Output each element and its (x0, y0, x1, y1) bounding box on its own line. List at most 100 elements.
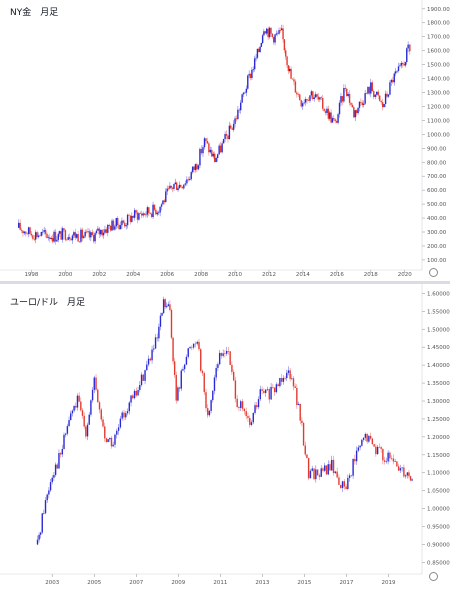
candle-body (377, 447, 378, 454)
candle-body (215, 158, 216, 162)
candle-body (285, 50, 286, 56)
candle-body (316, 94, 317, 96)
candle-body (239, 110, 240, 111)
gold-chart-settings-icon[interactable] (429, 268, 438, 277)
candle-body (260, 389, 261, 399)
candle-body (123, 413, 124, 418)
candle-body (28, 227, 29, 234)
eurusd-chart-settings-icon[interactable] (429, 572, 438, 581)
candle-body (376, 92, 377, 95)
x-tick-label: 2006 (160, 272, 174, 278)
candle-body (342, 481, 343, 488)
candle-body (306, 454, 307, 458)
candle-body (269, 389, 270, 399)
candle-body (402, 63, 403, 64)
x-tick-label: 2016 (330, 272, 344, 278)
candle-body (281, 28, 282, 30)
candle-body (293, 79, 294, 81)
candle-body (179, 387, 180, 388)
candle-body (38, 236, 39, 237)
candle-body (289, 370, 290, 378)
candle-body (27, 234, 28, 235)
y-tick-label: 1.25000 (427, 417, 450, 423)
candle-body (321, 97, 322, 98)
candle-body (378, 92, 379, 96)
candle-body (168, 304, 169, 306)
candle-body (315, 469, 316, 479)
candle-body (192, 167, 193, 173)
candle-body (236, 399, 237, 407)
candle-body (86, 232, 87, 233)
candle-body (75, 232, 76, 238)
candle-body (389, 82, 390, 94)
candle-body (121, 221, 122, 226)
candle-body (117, 218, 118, 225)
candle-body (143, 375, 144, 381)
candle-body (204, 373, 205, 392)
candle-body (45, 500, 46, 513)
candle-body (242, 401, 243, 409)
y-tick-label: 1.40000 (427, 363, 450, 369)
candle-body (113, 221, 114, 230)
candle-body (254, 59, 255, 70)
candle-body (269, 28, 270, 37)
candle-body (185, 183, 186, 184)
candle-body (148, 359, 149, 365)
candle-body (172, 338, 173, 362)
eurusd-chart-svg[interactable]: 0.850000.900000.950001.000001.050001.100… (0, 284, 450, 586)
candle-body (262, 35, 263, 43)
candle-body (21, 230, 22, 231)
candle-body (322, 468, 323, 470)
candle-body (315, 94, 316, 97)
candle-body (298, 94, 299, 95)
candle-body (247, 416, 248, 418)
candle-body (22, 231, 23, 233)
candle-body (274, 35, 275, 43)
candle-body (195, 164, 196, 170)
candle-body (142, 213, 143, 215)
candle-body (110, 226, 111, 231)
x-tick-label: 2004 (126, 272, 140, 278)
gold-chart-svg[interactable]: 100.00200.00300.00400.00500.00600.00700.… (0, 0, 450, 282)
candle-body (132, 396, 133, 399)
candle-body (336, 472, 337, 478)
candle-body (296, 93, 297, 95)
candle-body (39, 236, 40, 237)
candle-body (314, 97, 315, 99)
candle-body (221, 353, 222, 356)
candle-body (356, 451, 357, 462)
candle-body (150, 213, 151, 214)
candle-body (347, 478, 348, 489)
candle-body (339, 103, 340, 114)
y-tick-label: 1.45000 (427, 345, 450, 351)
candle-body (205, 138, 206, 141)
candle-body (301, 421, 302, 423)
candle-body (125, 413, 126, 417)
candle-body (298, 404, 299, 405)
candle-body (382, 449, 383, 460)
candles (37, 297, 414, 545)
candle-body (19, 223, 20, 230)
candle-body (227, 136, 228, 139)
candle-body (326, 465, 327, 474)
candle-body (232, 129, 233, 130)
candle-body (80, 402, 81, 411)
candle-body (57, 465, 58, 469)
candle-body (351, 475, 352, 476)
candle-body (141, 375, 142, 385)
candle-body (370, 82, 371, 93)
candle-body (162, 200, 163, 204)
candle-body (128, 215, 129, 216)
y-tick-label: 1700.00 (427, 35, 450, 41)
candle-body (346, 89, 347, 96)
candle-body (158, 327, 159, 339)
candle-body (226, 134, 227, 136)
candle-body (107, 439, 108, 442)
candle-body (379, 447, 380, 448)
x-tick-label: 2007 (129, 580, 143, 586)
candle-body (361, 440, 362, 446)
candle-body (267, 29, 268, 37)
candle-body (284, 378, 285, 379)
candle-body (215, 368, 216, 378)
